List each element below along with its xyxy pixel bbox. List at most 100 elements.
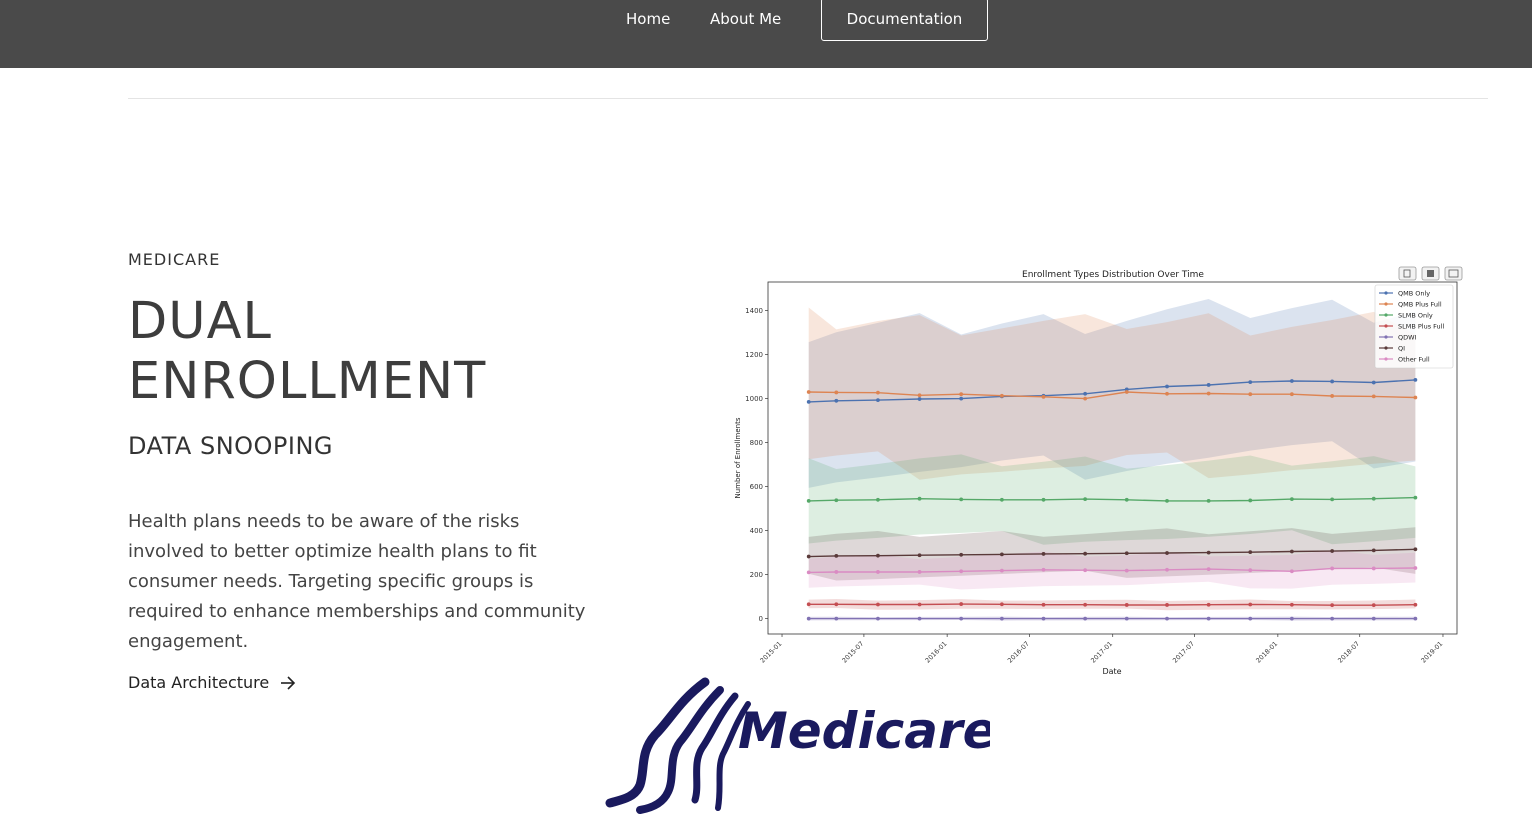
series-line-qmb-plus-full <box>808 391 1416 400</box>
legend-marker <box>1384 346 1388 350</box>
data-point-slmb-only <box>1248 498 1253 503</box>
data-point-qdwi <box>1330 616 1335 621</box>
medicare-logo: Medicare <box>605 677 990 814</box>
legend-entry: QI <box>1398 345 1405 353</box>
data-architecture-link[interactable]: Data Architecture <box>128 673 297 692</box>
data-point-slmb-only <box>1413 495 1418 500</box>
legend-marker <box>1384 357 1388 361</box>
data-point-slmb-only <box>1371 496 1376 501</box>
data-point-slmb-only <box>959 497 964 502</box>
data-point-qmb-plus-full <box>806 390 811 394</box>
data-architecture-label: Data Architecture <box>128 673 270 692</box>
data-point-other-full <box>917 570 922 574</box>
y-tick-label: 600 <box>750 483 763 491</box>
data-point-other-full <box>806 570 811 575</box>
data-point-slmb-plus-full <box>1289 602 1294 607</box>
data-point-qmb-plus-full <box>876 390 880 395</box>
data-point-other-full <box>1206 567 1211 571</box>
data-point-slmb-plus-full <box>1371 603 1376 608</box>
data-point-qmb-plus-full <box>1124 390 1129 394</box>
data-point-slmb-plus-full <box>1165 603 1169 607</box>
data-point-other-full <box>1371 566 1376 571</box>
data-point-qmb-only <box>917 397 922 401</box>
data-point-qi <box>834 554 839 558</box>
section-divider <box>128 98 1488 99</box>
data-point-slmb-only <box>917 496 922 501</box>
data-point-slmb-only <box>806 499 811 503</box>
chart-legend: QMB Only QMB Plus Full SLMB Only SLMB Plus … <box>1374 284 1454 369</box>
data-point-qmb-plus-full <box>1041 394 1046 399</box>
data-point-qi <box>959 552 964 557</box>
y-tick-label: 800 <box>750 439 763 447</box>
data-point-other-full <box>999 568 1004 573</box>
data-point-qmb-plus-full <box>1330 394 1335 398</box>
band-qmb-only <box>808 299 1416 488</box>
data-point-slmb-plus-full <box>999 602 1004 607</box>
data-point-qi <box>1124 551 1129 556</box>
series-line-qi <box>808 548 1416 558</box>
data-point-qi <box>1371 548 1376 553</box>
data-point-qi <box>999 552 1004 557</box>
data-point-qi <box>1289 549 1294 554</box>
legend-entry: SLMB Plus Full <box>1398 323 1444 331</box>
data-point-slmb-plus-full <box>876 602 880 607</box>
legend-box <box>1374 284 1454 369</box>
data-point-qdwi <box>1289 616 1294 621</box>
data-point-slmb-only <box>1124 497 1129 502</box>
data-point-other-full <box>1124 568 1129 573</box>
data-point-qmb-only <box>876 398 880 403</box>
medicare-logo-text: Medicare <box>738 702 990 760</box>
series-line-slmb-plus-full <box>808 603 1416 606</box>
hero-description: Health plans needs to be aware of the ri… <box>128 511 586 652</box>
medicare-emblem-icon <box>605 677 751 814</box>
series-line-slmb-only <box>808 496 1416 502</box>
data-point-qdwi <box>806 616 811 621</box>
chart-copy-button[interactable] <box>1398 266 1417 281</box>
nav-about-link[interactable]: About Me <box>710 10 782 28</box>
data-point-qi <box>1083 551 1088 556</box>
title-line-1: DUAL <box>128 292 272 351</box>
data-point-slmb-only <box>1041 497 1046 502</box>
data-point-slmb-only <box>1083 497 1088 502</box>
data-point-qdwi <box>1413 616 1418 621</box>
data-point-slmb-plus-full <box>1413 602 1418 607</box>
data-point-slmb-only <box>1165 499 1169 503</box>
data-point-qi <box>1413 547 1418 552</box>
data-point-qi <box>1206 550 1211 555</box>
data-point-qi <box>1330 549 1335 553</box>
data-point-slmb-only <box>876 497 880 502</box>
page-subtitle: DATA SNOOPING <box>128 432 334 460</box>
series-line-qmb-only <box>808 379 1416 403</box>
data-point-other-full <box>1330 566 1335 571</box>
nav-home-link[interactable]: Home <box>626 10 671 28</box>
y-axis-label: Number of Enrollments <box>734 417 742 498</box>
data-point-qi <box>1165 551 1169 555</box>
data-point-qdwi <box>917 616 922 621</box>
nav-documentation-button[interactable]: Documentation <box>821 0 988 41</box>
data-point-qmb-only <box>1371 380 1376 385</box>
data-point-qdwi <box>834 616 839 621</box>
title-line-2: ENROLLMENT <box>128 352 487 411</box>
data-point-slmb-plus-full <box>1330 603 1335 608</box>
enrollment-chart-svg: Enrollment Types Distribution Over Time … <box>734 266 1463 676</box>
data-point-slmb-only <box>999 497 1004 502</box>
data-point-qmb-plus-full <box>1165 391 1169 396</box>
data-point-qmb-only <box>1124 387 1129 392</box>
data-point-qdwi <box>1083 616 1088 621</box>
legend-marker <box>1384 313 1388 317</box>
x-tick-label: 2018-01 <box>1254 640 1279 665</box>
chart-expand-button[interactable] <box>1444 266 1463 281</box>
data-point-qmb-plus-full <box>999 393 1004 398</box>
y-tick-label: 1000 <box>745 395 763 403</box>
y-tick-label: 1200 <box>745 351 763 359</box>
legend-marker <box>1384 324 1388 328</box>
data-point-slmb-plus-full <box>1041 602 1046 607</box>
data-point-qdwi <box>1206 616 1211 621</box>
data-point-qdwi <box>1248 616 1253 621</box>
data-point-slmb-plus-full <box>1248 602 1253 607</box>
data-point-qi <box>1041 552 1046 556</box>
data-point-qmb-plus-full <box>917 393 922 398</box>
legend-entry: SLMB Only <box>1398 312 1433 320</box>
data-point-qi <box>1248 550 1253 555</box>
data-point-qdwi <box>1041 616 1046 621</box>
